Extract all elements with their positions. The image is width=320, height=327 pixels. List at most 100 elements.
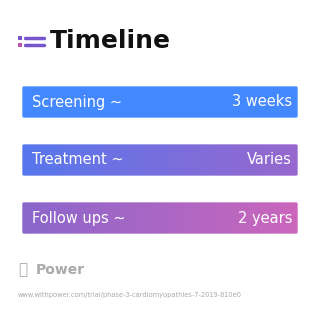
Bar [26, 136, 27, 184]
Bar [296, 78, 298, 126]
Bar [170, 78, 171, 126]
Bar [181, 194, 183, 242]
Bar [180, 78, 181, 126]
Bar [164, 194, 165, 242]
Bar [215, 194, 217, 242]
Bar [245, 78, 246, 126]
Bar [196, 194, 197, 242]
Bar [51, 78, 52, 126]
Bar [269, 136, 270, 184]
Bar [69, 136, 71, 184]
Bar [82, 136, 84, 184]
Bar [57, 194, 58, 242]
Bar [249, 194, 250, 242]
Bar [234, 194, 236, 242]
Bar [128, 136, 129, 184]
Bar [269, 78, 270, 126]
Bar [37, 194, 39, 242]
Bar [68, 136, 69, 184]
Bar [68, 78, 69, 126]
Bar [33, 136, 34, 184]
Bar [214, 136, 216, 184]
Bar [70, 78, 72, 126]
Bar [124, 136, 125, 184]
Bar [136, 136, 137, 184]
Bar [138, 194, 139, 242]
Bar [92, 78, 93, 126]
Bar [283, 78, 284, 126]
Bar [187, 194, 189, 242]
Bar [36, 78, 38, 126]
Bar [36, 194, 38, 242]
Bar [73, 194, 75, 242]
Bar [180, 136, 181, 184]
Bar [75, 194, 77, 242]
Bar [113, 78, 115, 126]
Bar [31, 136, 33, 184]
Bar [296, 136, 298, 184]
Bar [198, 78, 199, 126]
Bar [158, 78, 160, 126]
Bar [108, 136, 109, 184]
Bar [72, 194, 74, 242]
Bar [177, 78, 178, 126]
Bar [271, 136, 272, 184]
Bar [17, 194, 18, 242]
Bar [114, 136, 116, 184]
Bar [47, 78, 49, 126]
Bar [246, 78, 247, 126]
Bar [273, 136, 274, 184]
Bar [45, 136, 47, 184]
Bar [118, 136, 120, 184]
Bar [40, 136, 42, 184]
Bar [183, 136, 185, 184]
Bar [100, 194, 101, 242]
Bar [103, 194, 104, 242]
Bar [302, 78, 304, 126]
Bar [157, 78, 158, 126]
Bar [299, 194, 301, 242]
Bar [100, 136, 101, 184]
Bar [180, 194, 181, 242]
Bar [49, 78, 51, 126]
Bar [93, 136, 94, 184]
Text: Ⓟ: Ⓟ [18, 263, 27, 278]
Bar [116, 136, 118, 184]
Bar [171, 78, 172, 126]
Bar [34, 78, 35, 126]
Bar [22, 194, 23, 242]
Bar [294, 194, 296, 242]
Bar [224, 194, 226, 242]
Bar [135, 78, 136, 126]
Bar [156, 136, 157, 184]
Bar [234, 78, 236, 126]
Bar [265, 136, 267, 184]
Bar [239, 136, 240, 184]
Bar [296, 194, 298, 242]
Bar [106, 194, 107, 242]
Bar [289, 194, 290, 242]
Bar [73, 78, 75, 126]
Bar [281, 78, 282, 126]
Bar [185, 194, 187, 242]
Bar [27, 78, 28, 126]
Bar [115, 78, 117, 126]
Bar [265, 194, 267, 242]
Bar [284, 194, 285, 242]
Bar [48, 194, 50, 242]
Bar [51, 136, 52, 184]
Bar [140, 194, 141, 242]
Bar [183, 78, 185, 126]
Bar [45, 194, 47, 242]
Bar [261, 194, 263, 242]
Bar [64, 136, 65, 184]
Bar [63, 78, 64, 126]
Bar [159, 78, 161, 126]
Bar [260, 194, 262, 242]
Bar [201, 136, 202, 184]
Bar [173, 194, 174, 242]
Bar [170, 194, 171, 242]
Bar [124, 78, 125, 126]
Bar [44, 194, 46, 242]
Bar [86, 78, 87, 126]
